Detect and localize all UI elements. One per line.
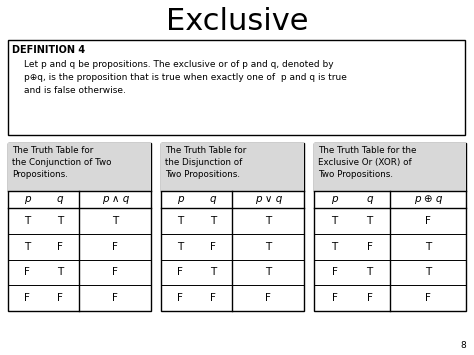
Text: T: T [425,242,431,252]
Text: F: F [425,293,431,303]
Bar [161,143,304,311]
Text: T: T [331,242,337,252]
Text: p ⊕ q: p ⊕ q [414,195,442,204]
Text: T: T [57,216,64,226]
Text: T: T [425,267,431,277]
Text: F: F [57,293,63,303]
Text: F: F [112,267,118,277]
Text: q: q [57,195,64,204]
Text: F: F [366,293,373,303]
Bar [314,143,466,191]
Text: p ∨ q: p ∨ q [255,195,282,204]
Text: The Truth Table for
the Conjunction of Two
Propositions.: The Truth Table for the Conjunction of T… [12,146,111,179]
Text: T: T [57,267,64,277]
Text: F: F [332,293,337,303]
Text: F: F [112,242,118,252]
Text: p: p [177,195,183,204]
Text: T: T [24,216,30,226]
Text: q: q [210,195,217,204]
Text: DEFINITION 4: DEFINITION 4 [12,45,85,55]
Text: F: F [24,293,30,303]
Text: F: F [210,293,216,303]
Text: T: T [366,216,373,226]
Bar [314,143,466,311]
Text: F: F [112,293,118,303]
Text: T: T [265,242,272,252]
Text: Exclusive: Exclusive [166,7,308,37]
Text: p ∧ q: p ∧ q [101,195,129,204]
Text: F: F [366,242,373,252]
Text: F: F [332,267,337,277]
Text: T: T [112,216,118,226]
Text: T: T [331,216,337,226]
Text: T: T [177,242,183,252]
Text: The Truth Table for the
Exclusive Or (XOR) of
Two Propositions.: The Truth Table for the Exclusive Or (XO… [318,146,416,179]
Text: and is false otherwise.: and is false otherwise. [24,86,126,95]
Text: F: F [57,242,63,252]
Text: T: T [265,267,272,277]
Text: 8: 8 [460,341,466,350]
Text: F: F [177,267,183,277]
Text: F: F [425,216,431,226]
Bar [8,40,465,135]
Text: p⊕q, is the proposition that is true when exactly one of  p and q is true: p⊕q, is the proposition that is true whe… [24,73,347,82]
Text: F: F [210,242,216,252]
Text: F: F [24,267,30,277]
Text: p: p [24,195,31,204]
Text: T: T [210,267,216,277]
Text: T: T [24,242,30,252]
Text: F: F [177,293,183,303]
Text: The Truth Table for
the Disjunction of
Two Propositions.: The Truth Table for the Disjunction of T… [165,146,246,179]
Text: T: T [177,216,183,226]
Text: T: T [366,267,373,277]
Text: T: T [210,216,216,226]
Bar [161,143,304,191]
Text: Let p and q be propositions. The exclusive or of p and q, denoted by: Let p and q be propositions. The exclusi… [24,60,334,69]
Text: q: q [366,195,373,204]
Text: F: F [265,293,271,303]
Text: T: T [265,216,272,226]
Bar [8,143,151,311]
Bar [8,143,151,191]
Text: p: p [331,195,338,204]
